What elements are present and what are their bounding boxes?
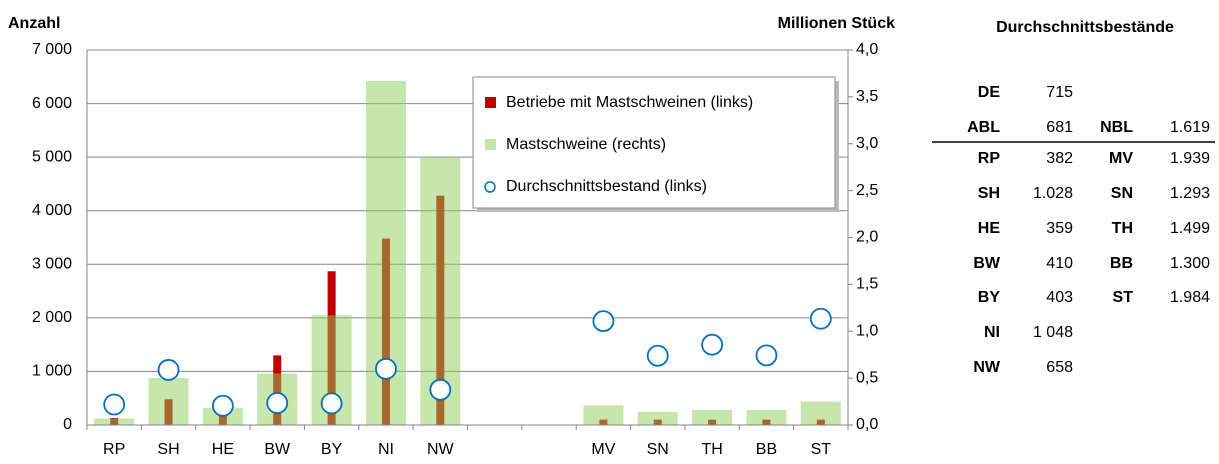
x-tick-label: NW [427, 441, 455, 458]
y2-tick-label: 3,0 [856, 135, 878, 152]
x-tick-label: NI [378, 441, 394, 458]
marker [809, 307, 832, 330]
table-cell: 403 [1046, 289, 1073, 306]
legend-label: Mastschweine (rechts) [506, 136, 666, 153]
legend-swatch [485, 139, 496, 150]
marker [266, 392, 289, 414]
x-tick-label: TH [701, 441, 722, 458]
table-cell: ABL [967, 119, 1000, 136]
y2-axis-title: Millionen Stück [778, 15, 895, 32]
table-cell: 1.984 [1170, 289, 1210, 306]
marker [320, 392, 343, 415]
table-cell: 359 [1046, 220, 1073, 237]
table-cell: HE [978, 220, 1001, 237]
legend-swatch [485, 97, 496, 108]
legend-swatch [484, 181, 496, 193]
table-title: Durchschnittsbestände [996, 19, 1174, 36]
x-tick-label: BY [321, 441, 343, 458]
bar [746, 410, 787, 425]
table-cell: ST [1113, 289, 1134, 306]
table-cell: 1.028 [1033, 185, 1073, 202]
marker [646, 344, 669, 367]
table-cell: NW [973, 359, 1001, 376]
bar [583, 405, 624, 425]
table-cell: SN [1111, 185, 1133, 202]
marker [592, 310, 615, 333]
table-cell: TH [1112, 220, 1133, 237]
table-cell: 681 [1046, 119, 1073, 136]
table-cell: 1 048 [1033, 324, 1073, 341]
x-tick-label: MV [591, 441, 615, 458]
table-cell: BW [973, 255, 1001, 272]
y-tick-label: 2 000 [32, 309, 72, 326]
table-cell: 410 [1046, 255, 1073, 272]
table-cell: 1.619 [1170, 119, 1210, 136]
y-axis-title: Anzahl [8, 15, 60, 32]
table-cell: BB [1110, 255, 1133, 272]
marker [429, 378, 452, 401]
table-cell: MV [1109, 150, 1133, 167]
table-cell: 382 [1046, 150, 1073, 167]
y2-tick-label: 4,0 [856, 41, 878, 58]
legend-label: Betriebe mit Mastschweinen (links) [506, 94, 753, 111]
y-tick-label: 4 000 [32, 202, 72, 219]
bar [94, 418, 135, 425]
table-cell: 1.499 [1170, 220, 1210, 237]
x-tick-label: ST [811, 441, 832, 458]
table-cell: 1.300 [1170, 255, 1210, 272]
y-tick-label: 7 000 [32, 41, 72, 58]
y2-tick-label: 2,5 [856, 182, 878, 199]
table-cell: NI [984, 324, 1000, 341]
y-tick-label: 3 000 [32, 256, 72, 273]
marker [211, 394, 234, 417]
y-tick-label: 0 [63, 416, 72, 433]
y-tick-label: 1 000 [32, 363, 72, 380]
legend-label: Durchschnittsbestand (links) [506, 178, 707, 195]
table-cell: 658 [1046, 359, 1073, 376]
x-tick-label: HE [212, 441, 234, 458]
y-tick-label: 6 000 [32, 95, 72, 112]
y2-tick-label: 1,0 [856, 322, 878, 339]
bar [148, 378, 189, 425]
x-tick-label: RP [103, 441, 125, 458]
table-cell: NBL [1100, 119, 1133, 136]
table-cell: 1.293 [1170, 185, 1210, 202]
marker [157, 359, 180, 381]
marker [755, 344, 778, 367]
bar [692, 410, 733, 425]
y2-tick-label: 0,5 [856, 369, 878, 386]
table-cell: 1.939 [1170, 150, 1210, 167]
marker [103, 393, 126, 416]
y2-tick-label: 2,0 [856, 229, 878, 246]
marker [375, 357, 397, 380]
table-cell: 715 [1046, 84, 1073, 101]
y2-tick-label: 1,5 [856, 276, 878, 293]
marker [701, 333, 724, 356]
x-tick-label: BB [756, 441, 777, 458]
table-cell: BY [978, 289, 1001, 306]
table-cell: DE [978, 84, 1001, 101]
x-tick-label: SN [647, 441, 669, 458]
table-cell: SH [978, 185, 1000, 202]
y2-tick-label: 0,0 [856, 416, 878, 433]
table-cell: RP [978, 150, 1001, 167]
x-tick-label: BW [264, 441, 291, 458]
bar [800, 401, 841, 425]
x-tick-label: SH [157, 441, 179, 458]
y2-tick-label: 3,5 [856, 88, 878, 105]
legend [472, 76, 836, 209]
y-tick-label: 5 000 [32, 148, 72, 165]
bar [637, 411, 678, 425]
